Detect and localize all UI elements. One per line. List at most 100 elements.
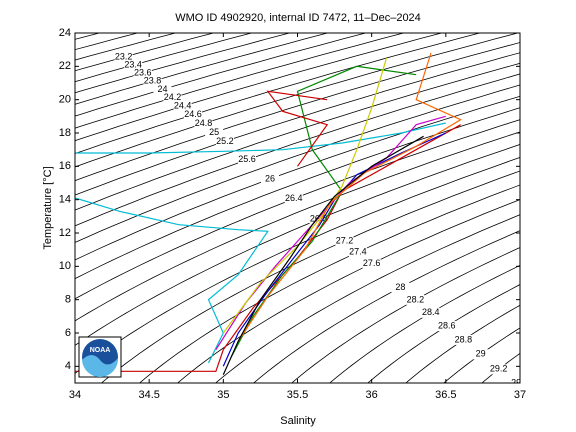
- isopycnal: [215, 214, 520, 383]
- x-tick-label: 34: [69, 389, 81, 401]
- isopycnal: [75, 33, 442, 142]
- isopycnal-label-bg: [143, 76, 162, 87]
- isopycnal-label: 25.6: [238, 154, 256, 164]
- chart-title: WMO ID 4902920, internal ID 7472, 11–Dec…: [175, 12, 421, 24]
- isopycnal-label: 24.8: [195, 118, 213, 128]
- isopycnal-label-bg: [238, 154, 257, 165]
- isopycnal-label-bg: [489, 364, 508, 375]
- isopycnal-label: 24: [157, 84, 167, 94]
- isopycnal-label: 23.8: [144, 76, 162, 86]
- x-axis-label: Salinity: [280, 415, 316, 427]
- isopycnal-label-bg: [194, 118, 213, 129]
- y-tick-label: 8: [65, 294, 71, 306]
- isopycnal-label: 24.6: [184, 109, 202, 119]
- isopycnal: [253, 230, 520, 383]
- y-tick-label: 16: [59, 160, 71, 172]
- isopycnal-label: 26.8: [310, 214, 328, 224]
- y-tick-label: 12: [59, 227, 71, 239]
- x-tick-label: 35.5: [287, 389, 308, 401]
- isopycnal-label: 25: [209, 127, 219, 137]
- isopycnal-label-bg: [510, 378, 520, 383]
- y-tick-label: 24: [59, 27, 71, 39]
- isopycnal-label-bg: [454, 334, 473, 345]
- isopycnal: [75, 33, 328, 105]
- logo: NOAA: [78, 336, 122, 378]
- isopycnal-label-bg: [205, 127, 224, 138]
- x-tick-label: 34.5: [138, 389, 159, 401]
- profile-line: [75, 197, 269, 364]
- y-tick-label: 10: [59, 260, 71, 272]
- isopycnal-label-bg: [260, 173, 279, 184]
- isopycnal: [101, 170, 520, 383]
- isopycnal-label: 27.2: [336, 235, 354, 245]
- y-tick-label: 14: [59, 194, 71, 206]
- isopycnal-label: 27.6: [363, 258, 381, 268]
- isopycnal-label: 23.6: [134, 67, 152, 77]
- isopycnal-label: 25.2: [216, 136, 234, 146]
- y-tick-label: 6: [65, 327, 71, 339]
- isopycnal: [177, 199, 520, 383]
- x-tick-label: 36.5: [435, 389, 456, 401]
- isopycnal-label-bg: [183, 109, 202, 120]
- isopycnal-label-bg: [124, 60, 143, 71]
- isopycnal-label-bg: [437, 321, 456, 332]
- isopycnal: [75, 84, 520, 243]
- isopycnal-label: 27.4: [349, 246, 367, 256]
- isopycnal: [139, 184, 520, 383]
- isopycnal-label-bg: [406, 294, 425, 305]
- isopycnal-label-bg: [471, 349, 490, 360]
- isopycnal: [329, 264, 520, 383]
- isopycnal-label: 29: [476, 349, 486, 359]
- logo-wave: [82, 355, 119, 378]
- isopycnal-label: 24.4: [174, 101, 192, 111]
- isopycnal-label: 28.8: [455, 334, 473, 344]
- y-tick-label: 22: [59, 60, 71, 72]
- y-tick-label: 18: [59, 127, 71, 139]
- isopycnal-label-bg: [348, 247, 367, 258]
- profile-line: [75, 122, 446, 154]
- isopycnal-label-bg: [284, 193, 303, 204]
- profile-line: [222, 132, 447, 367]
- isopycnal: [75, 62, 520, 211]
- isopycnal: [75, 42, 520, 182]
- isopycnal: [75, 131, 520, 322]
- isopycnal-label-bg: [362, 258, 381, 269]
- profile-line: [222, 135, 424, 375]
- x-tick-label: 35: [217, 389, 229, 401]
- profile-line: [266, 90, 329, 167]
- isopycnal-label: 28.4: [422, 307, 440, 317]
- isopycnal-label: 26: [265, 173, 275, 183]
- isopycnal-label: 24.2: [164, 92, 182, 102]
- isopycnal: [75, 144, 520, 346]
- x-tick-label: 37: [514, 389, 526, 401]
- isopycnal-label: 23.2: [115, 52, 133, 62]
- isopycnal: [75, 95, 520, 261]
- isopycnal: [75, 33, 518, 168]
- y-tick-label: 4: [65, 360, 71, 372]
- isopycnal: [75, 73, 520, 227]
- y-tick-label: 20: [59, 94, 71, 106]
- isopycnal-label-bg: [215, 136, 234, 147]
- isopycnal: [405, 304, 520, 383]
- isopycnal: [75, 119, 520, 300]
- isopycnal-label-bg: [335, 235, 354, 246]
- isopycnal-label: 28: [395, 282, 405, 292]
- isopycnal-label-bg: [153, 84, 172, 95]
- isopycnal-label-bg: [173, 101, 192, 112]
- isopycnal: [75, 107, 520, 280]
- isopycnal: [75, 33, 290, 94]
- isopycnal: [291, 247, 520, 383]
- isopycnal: [75, 52, 520, 196]
- isopycnal-label: 28.6: [438, 320, 456, 330]
- logo-text: NOAA: [90, 347, 111, 354]
- isopycnal-label-bg: [114, 52, 133, 63]
- x-tick-label: 36: [366, 389, 378, 401]
- isopycnal-label: 26.4: [285, 193, 303, 203]
- isopycnal-label: 28.2: [407, 294, 425, 304]
- isopycnal-label-bg: [163, 92, 182, 103]
- isopycnal: [75, 33, 404, 129]
- isopycnal-label: 29.4: [511, 377, 529, 387]
- isopycnal: [75, 157, 520, 375]
